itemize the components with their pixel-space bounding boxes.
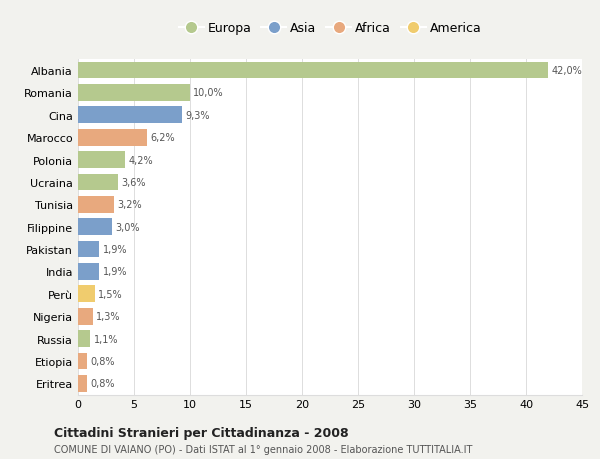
Text: 6,2%: 6,2% (151, 133, 175, 143)
Bar (78, 375, 87, 392)
Bar (78, 107, 182, 124)
Bar (78, 174, 118, 191)
Text: 42,0%: 42,0% (552, 66, 583, 76)
Bar (78, 85, 190, 101)
Text: 3,2%: 3,2% (117, 200, 142, 210)
Text: 0,8%: 0,8% (91, 379, 115, 389)
Bar (78, 152, 125, 168)
Bar (78, 219, 112, 235)
Bar (78, 241, 99, 258)
Bar (78, 353, 87, 369)
Bar (78, 308, 92, 325)
Text: 1,9%: 1,9% (103, 267, 127, 277)
Legend: Europa, Asia, Africa, America: Europa, Asia, Africa, America (179, 22, 481, 35)
Bar (78, 286, 95, 302)
Bar (78, 129, 148, 146)
Text: 1,3%: 1,3% (96, 312, 121, 322)
Bar (78, 263, 99, 280)
Text: 3,0%: 3,0% (115, 222, 139, 232)
Bar (78, 330, 91, 347)
Text: 1,9%: 1,9% (103, 245, 127, 255)
Text: Cittadini Stranieri per Cittadinanza - 2008: Cittadini Stranieri per Cittadinanza - 2… (54, 426, 349, 439)
Bar (78, 196, 114, 213)
Text: 9,3%: 9,3% (185, 111, 210, 121)
Text: 10,0%: 10,0% (193, 88, 224, 98)
Text: 3,6%: 3,6% (122, 178, 146, 188)
Text: 0,8%: 0,8% (91, 356, 115, 366)
Text: COMUNE DI VAIANO (PO) - Dati ISTAT al 1° gennaio 2008 - Elaborazione TUTTITALIA.: COMUNE DI VAIANO (PO) - Dati ISTAT al 1°… (54, 444, 472, 454)
Text: 1,1%: 1,1% (94, 334, 118, 344)
Bar (78, 62, 548, 79)
Text: 1,5%: 1,5% (98, 289, 123, 299)
Text: 4,2%: 4,2% (128, 155, 153, 165)
